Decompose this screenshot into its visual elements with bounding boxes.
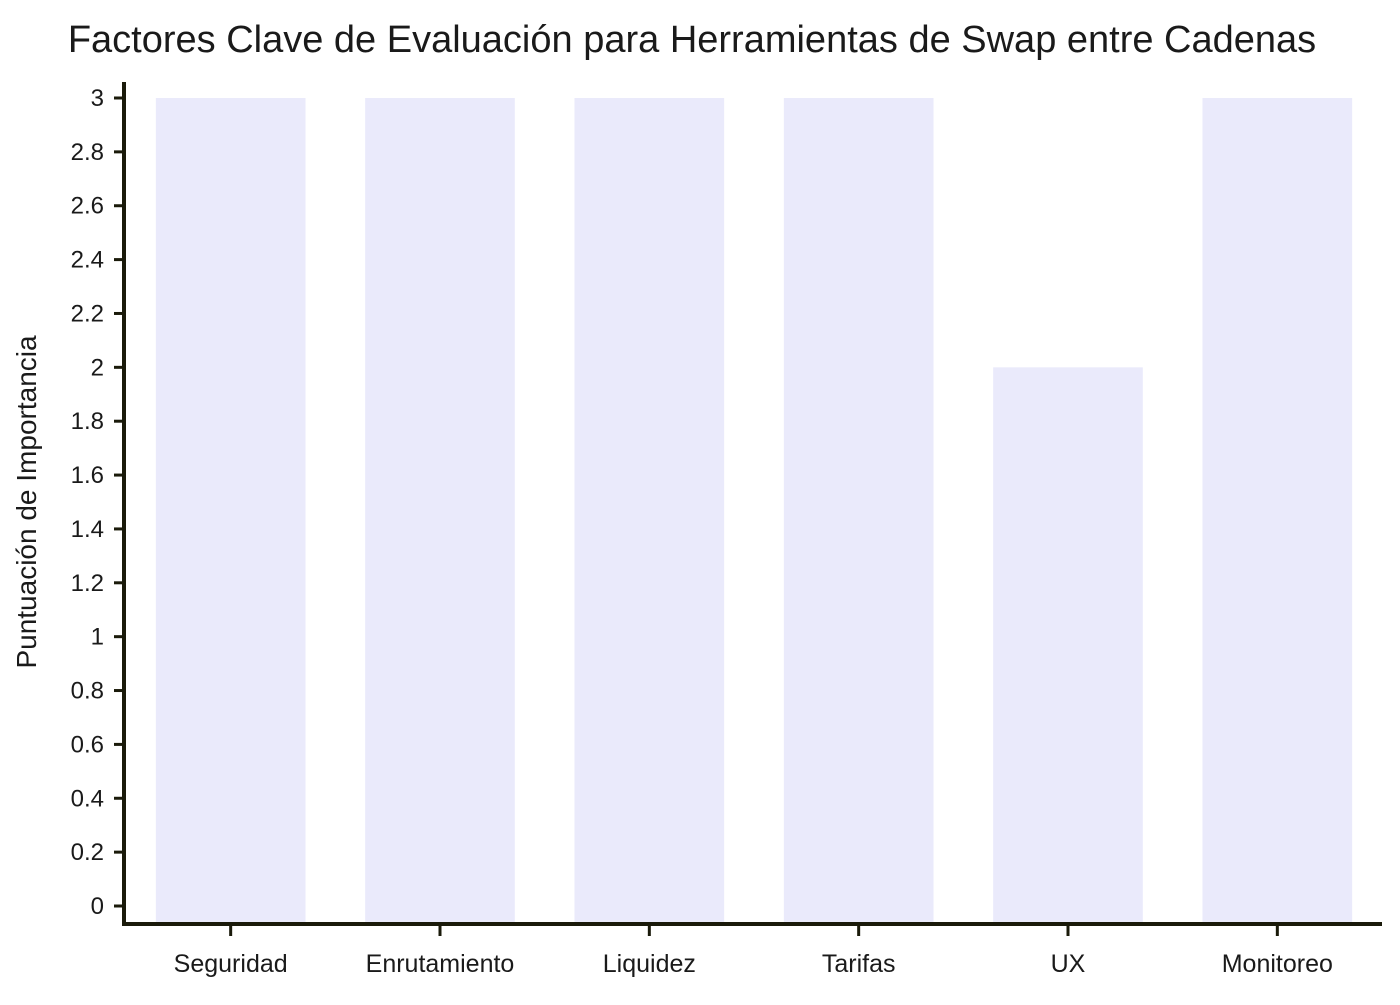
y-tick-label: 3 xyxy=(91,85,104,112)
x-axis: Seguridad Enrutamiento Liquidez Tarifas UX Mo… xyxy=(124,922,1382,978)
y-tick-label: 1.4 xyxy=(71,516,104,543)
y-tick-label: 0.6 xyxy=(71,731,104,758)
y-tick-label: 1.2 xyxy=(71,570,104,597)
bar-tarifas xyxy=(783,98,934,924)
bar-seguridad xyxy=(155,98,306,924)
x-tick-label: Enrutamiento xyxy=(366,950,515,978)
y-tick-label: 2.2 xyxy=(71,300,104,327)
y-axis: 0 0.2 0.4 0.6 0.8 1 1.2 1.4 1.6 1.8 2 2.2 2.4 2.6 2.8 3 xyxy=(71,82,126,926)
y-tick-label: 1 xyxy=(91,624,104,651)
x-tick-label: Seguridad xyxy=(174,950,288,978)
y-tick-label: 0.8 xyxy=(71,678,104,705)
y-tick-label: 2.8 xyxy=(71,139,104,166)
x-tick-label: Tarifas xyxy=(822,950,896,978)
y-tick-label: 0 xyxy=(91,893,104,920)
bar-ux xyxy=(993,367,1143,925)
y-tick-label: 2.4 xyxy=(71,247,104,274)
chart-title: Factores Clave de Evaluación para Herram… xyxy=(68,19,1316,61)
bar-liquidez xyxy=(574,98,725,924)
x-tick-label: Liquidez xyxy=(603,950,696,978)
bar-monitoreo xyxy=(1202,98,1353,924)
x-tick-label: UX xyxy=(1051,950,1086,978)
y-tick-label: 2.6 xyxy=(71,193,104,220)
y-tick-label: 0.2 xyxy=(71,839,104,866)
y-axis-label: Puntuación de Importancia xyxy=(11,335,42,669)
bars-group xyxy=(155,98,1353,925)
y-tick-label: 1.8 xyxy=(71,408,104,435)
y-tick-label: 2 xyxy=(91,354,104,381)
y-tick-label: 0.4 xyxy=(71,785,104,812)
bar-enrutamiento xyxy=(365,98,515,924)
x-tick-label: Monitoreo xyxy=(1222,950,1333,978)
y-tick-label: 1.6 xyxy=(71,462,104,489)
